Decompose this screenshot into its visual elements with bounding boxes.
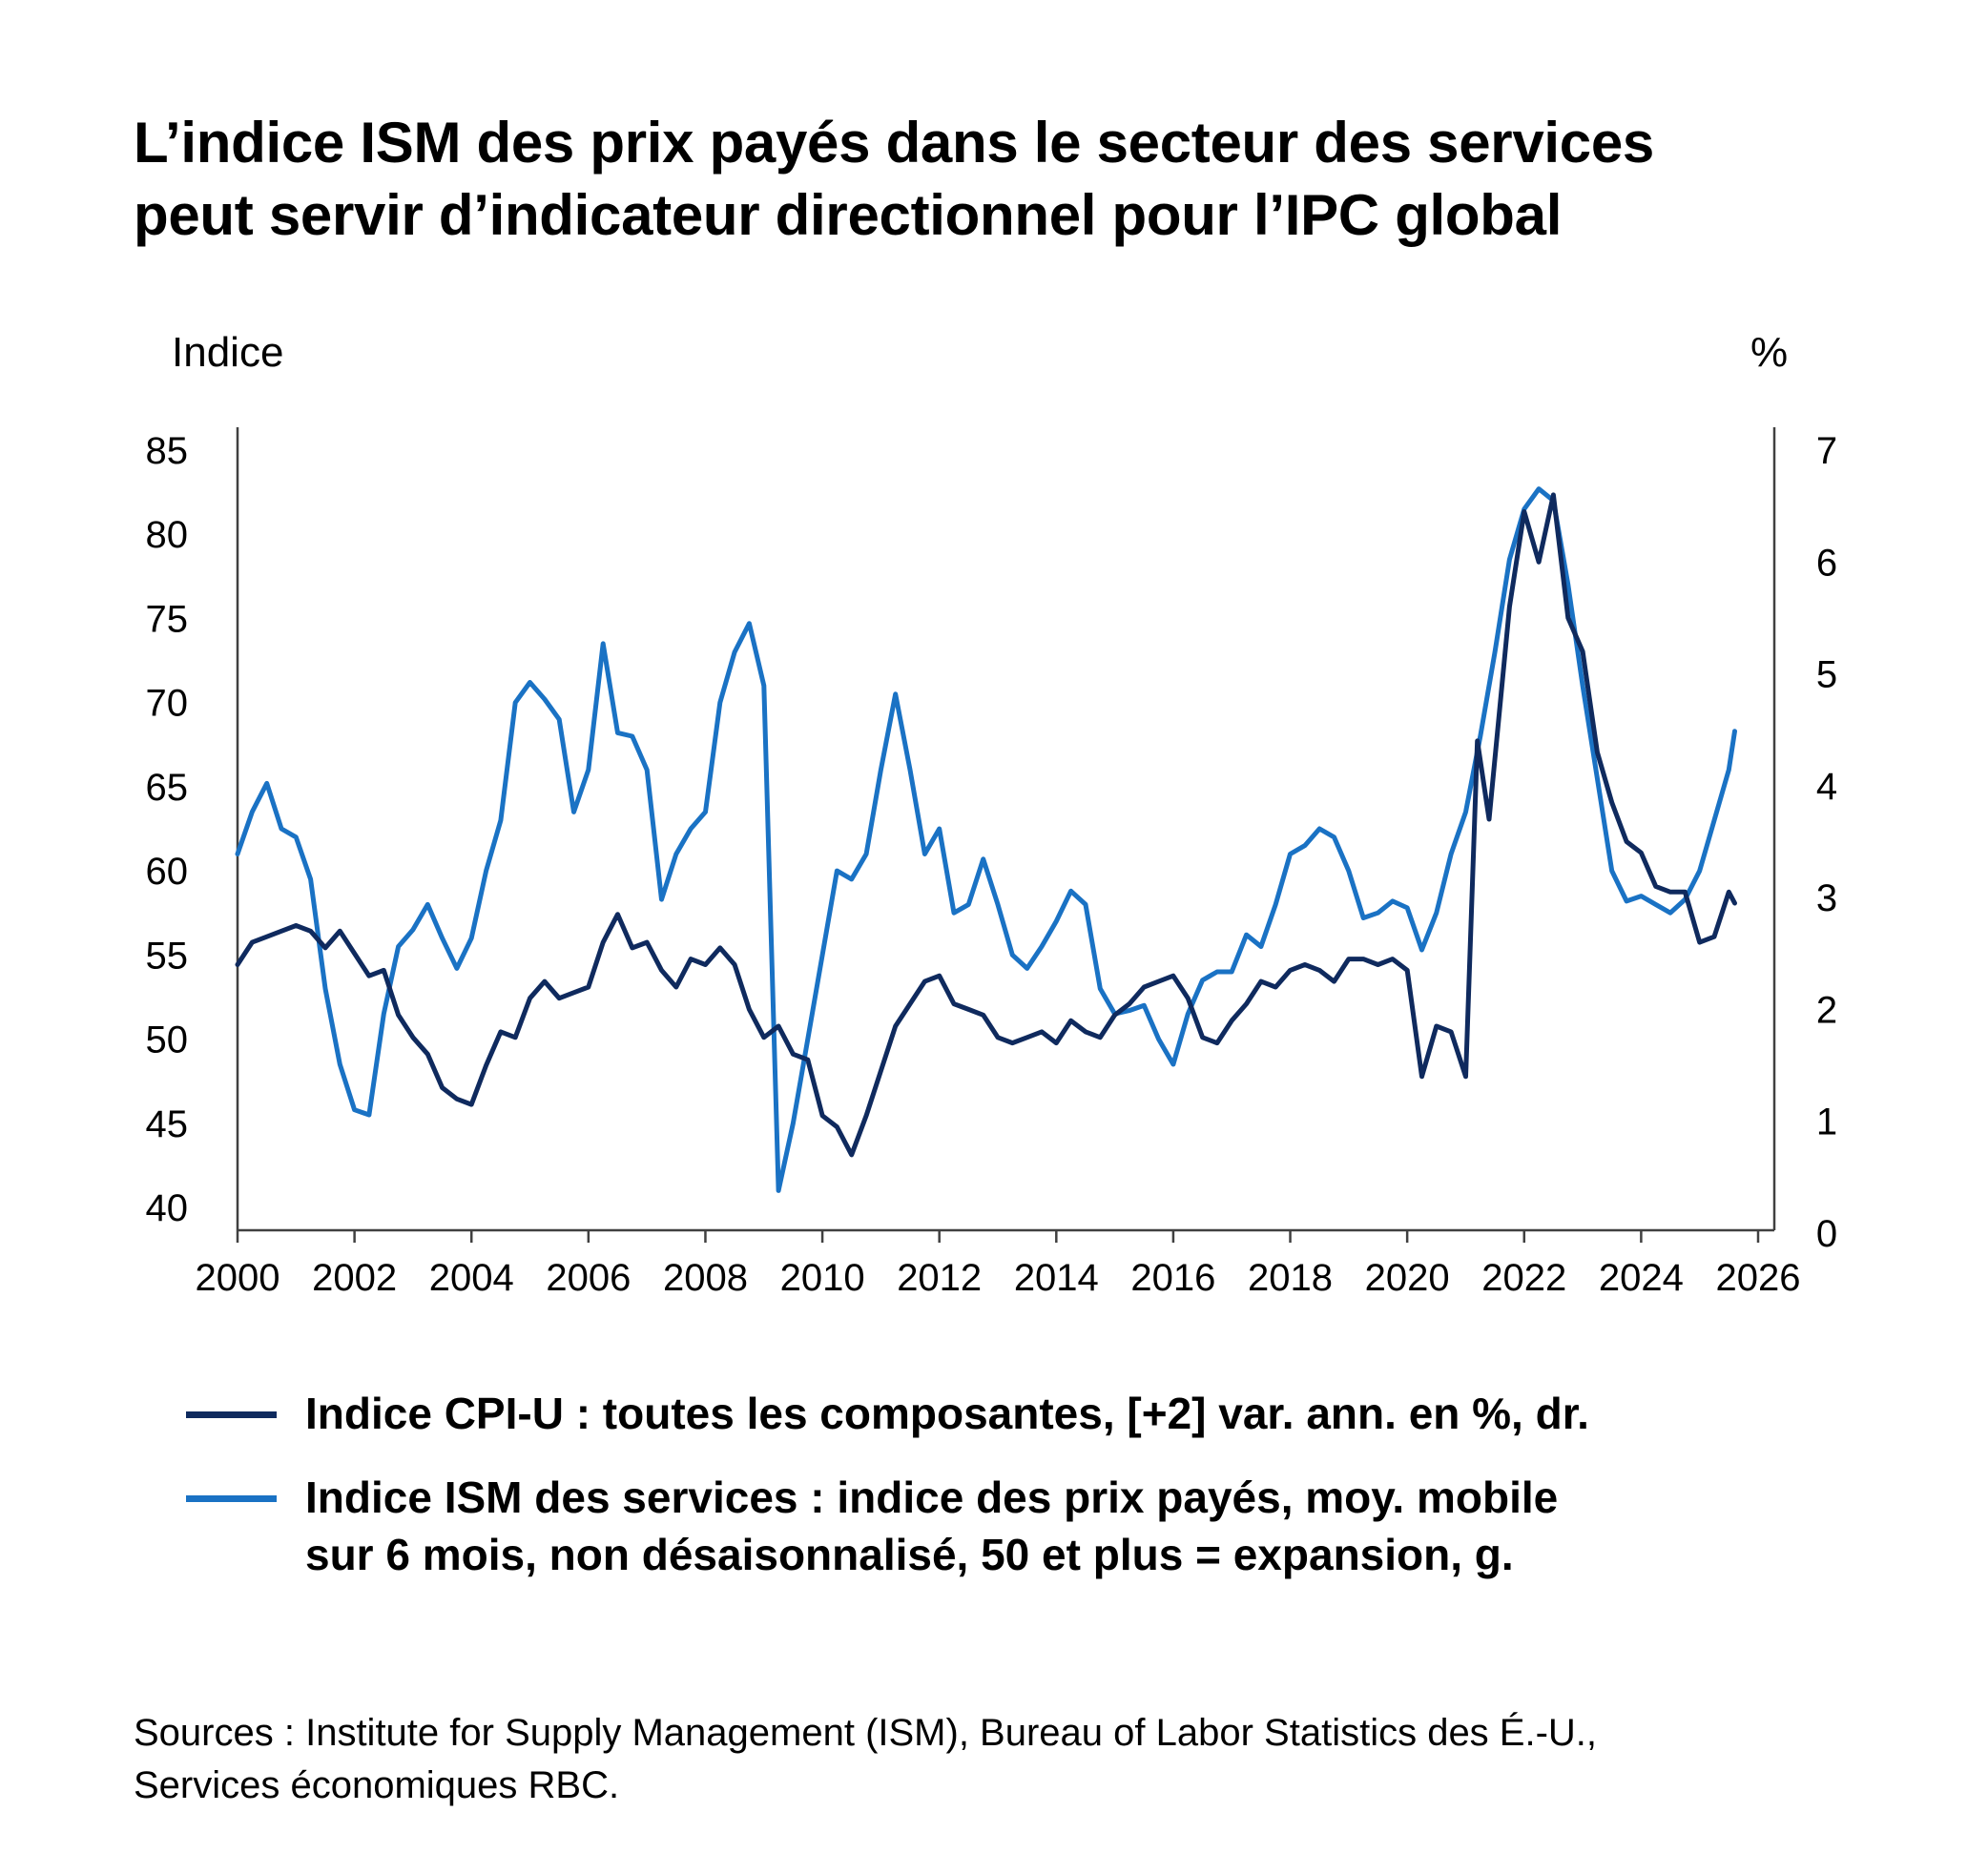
x-tick-label: 2022 — [1481, 1257, 1566, 1299]
y-right-tick-label: 5 — [1816, 654, 1837, 696]
y-left-tick-label: 80 — [146, 514, 189, 556]
sources-note: Sources : Institute for Supply Managemen… — [134, 1712, 1598, 1806]
x-tick-label: 2024 — [1599, 1257, 1684, 1299]
series-line-ism — [235, 486, 1737, 1193]
y-left-tick-label: 40 — [146, 1187, 189, 1229]
y-left-tick-label: 75 — [146, 598, 189, 640]
legend-swatch-cpi — [186, 1411, 277, 1418]
legend-item-cpi: Indice CPI-U : toutes les composantes, [… — [186, 1385, 1589, 1442]
y-right-tick-label: 6 — [1816, 542, 1837, 584]
x-tick-label: 2026 — [1716, 1257, 1801, 1299]
y-right-tick-label: 2 — [1816, 989, 1837, 1031]
y-right-tick-label: 0 — [1816, 1213, 1837, 1255]
x-tick-label: 2012 — [897, 1257, 982, 1299]
x-tick-label: 2008 — [663, 1257, 748, 1299]
x-tick-label: 2010 — [780, 1257, 865, 1299]
y-left-tick-label: 60 — [146, 851, 189, 893]
legend-label-cpi: Indice CPI-U : toutes les composantes, [… — [305, 1389, 1589, 1438]
series-line-cpi — [235, 492, 1737, 1158]
y-left-tick-label: 50 — [146, 1019, 189, 1061]
y-right-tick-label: 7 — [1816, 430, 1837, 472]
x-tick-label: 2018 — [1248, 1257, 1333, 1299]
x-tick-label: 2014 — [1014, 1257, 1099, 1299]
x-tick-label: 2016 — [1130, 1257, 1215, 1299]
x-tick-label: 2020 — [1365, 1257, 1450, 1299]
y-left-tick-label: 85 — [146, 430, 189, 472]
y-left-tick-label: 65 — [146, 767, 189, 809]
x-tick-label: 2000 — [196, 1257, 280, 1299]
legend: Indice CPI-U : toutes les composantes, [… — [186, 1385, 1589, 1610]
series-lines — [235, 486, 1737, 1193]
chart-title-line-1: L’indice ISM des prix payés dans le sect… — [134, 111, 1655, 175]
x-tick-label: 2002 — [312, 1257, 397, 1299]
x-tick-label: 2006 — [546, 1257, 631, 1299]
legend-swatch-ism — [186, 1495, 277, 1502]
y-left-tick-label: 45 — [146, 1103, 189, 1145]
y-right-tick-label: 1 — [1816, 1102, 1837, 1143]
y-left-tick-label: 70 — [146, 683, 189, 725]
y-right-tick-label: 4 — [1816, 766, 1837, 808]
x-tick-label: 2004 — [429, 1257, 514, 1299]
legend-label-ism: Indice ISM des services : indice des pri… — [305, 1472, 1559, 1579]
left-axis-unit-label: Indice — [172, 329, 284, 376]
chart-title: L’indice ISM des prix payés dans le sect… — [134, 107, 1946, 252]
legend-item-ism: Indice ISM des services : indice des pri… — [186, 1469, 1589, 1583]
y-right-tick-label: 3 — [1816, 877, 1837, 919]
y-left-tick-label: 55 — [146, 935, 189, 977]
right-axis-unit-label: % — [1750, 329, 1789, 376]
chart-title-line-2: peut servir d’indicateur directionnel po… — [134, 183, 1563, 247]
